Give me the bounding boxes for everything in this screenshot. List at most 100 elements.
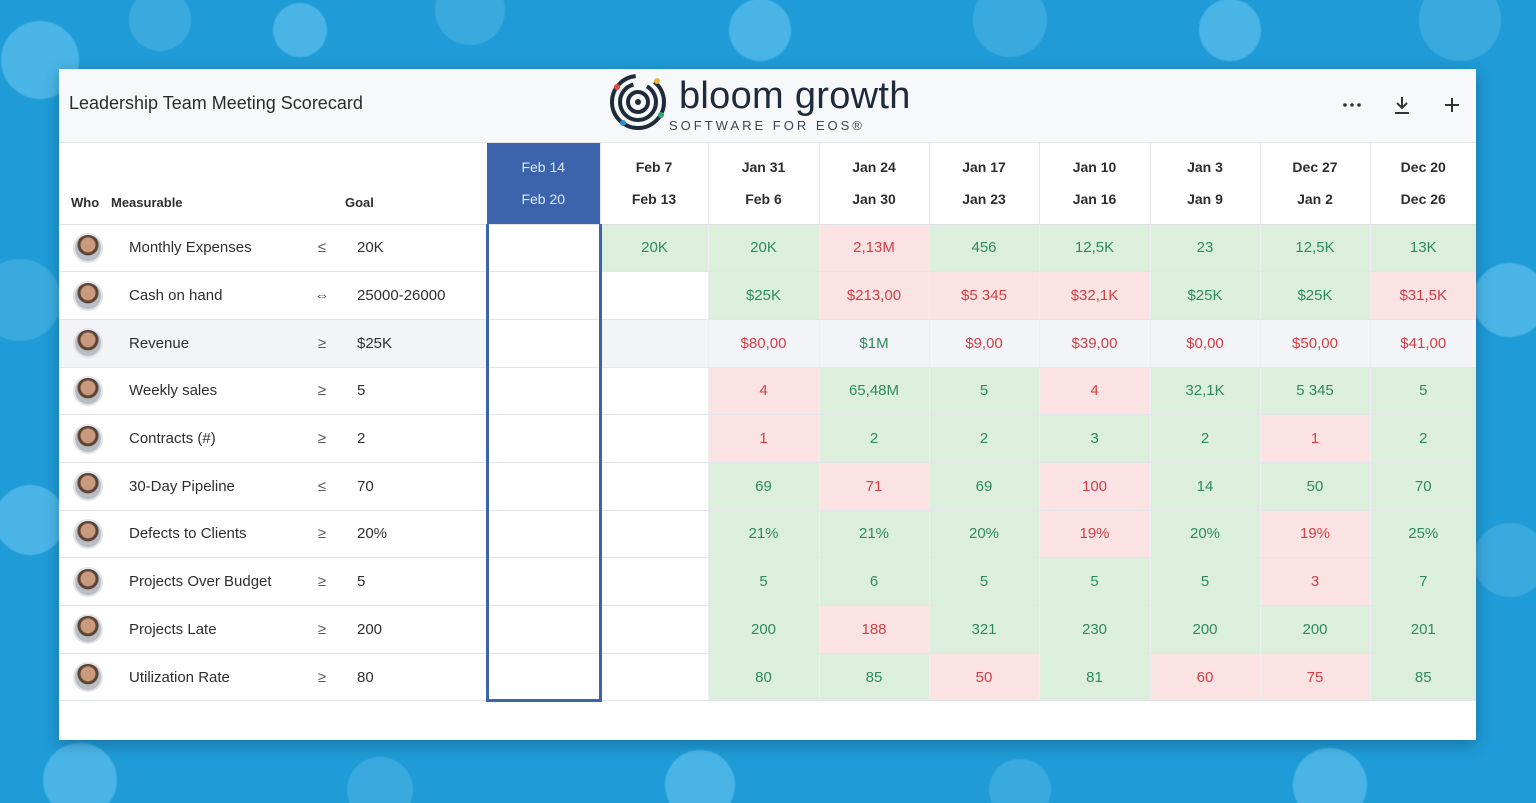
download-button[interactable] xyxy=(1386,91,1418,119)
score-cell[interactable]: 1 xyxy=(1259,414,1370,463)
score-cell[interactable]: 50 xyxy=(928,653,1039,702)
score-cell[interactable]: 201 xyxy=(1369,605,1476,654)
score-cell-current-week[interactable] xyxy=(485,271,602,320)
score-cell[interactable]: 3 xyxy=(1259,557,1370,606)
score-cell[interactable]: 70 xyxy=(1369,462,1476,511)
score-cell[interactable]: 85 xyxy=(1369,653,1476,702)
score-cell[interactable]: 100 xyxy=(1038,462,1150,511)
owner-avatar[interactable] xyxy=(73,614,103,645)
owner-avatar[interactable] xyxy=(73,662,103,693)
owner-avatar[interactable] xyxy=(73,423,103,454)
measurable-row[interactable]: 30-Day Pipeline ≤70 69 71 69 100 14 50 70 xyxy=(59,462,1476,511)
score-cell[interactable]: 2 xyxy=(1369,414,1476,463)
score-cell[interactable]: 4 xyxy=(1038,367,1150,416)
score-cell[interactable]: 7 xyxy=(1369,557,1476,606)
score-cell[interactable]: 5 xyxy=(1149,557,1260,606)
owner-cell[interactable] xyxy=(59,367,111,416)
score-cell[interactable]: 5 xyxy=(707,557,819,606)
score-cell[interactable]: 456 xyxy=(928,224,1039,273)
score-cell[interactable]: 23 xyxy=(1149,224,1260,273)
score-cell[interactable]: 19% xyxy=(1038,510,1150,559)
score-cell[interactable] xyxy=(599,653,708,702)
score-cell[interactable]: 2 xyxy=(928,414,1039,463)
measurable-name[interactable]: Contracts (#) xyxy=(111,414,299,463)
score-cell[interactable] xyxy=(599,605,708,654)
goal-value[interactable]: 5 xyxy=(345,557,487,606)
week-header[interactable]: Feb 7 Feb 13 xyxy=(599,143,708,225)
goal-value[interactable]: 70 xyxy=(345,462,487,511)
score-cell[interactable]: 5 xyxy=(1369,367,1476,416)
score-cell[interactable]: 2 xyxy=(1149,414,1260,463)
measurable-name[interactable]: Weekly sales xyxy=(111,367,299,416)
measurable-name[interactable]: Cash on hand xyxy=(111,271,299,320)
score-cell[interactable] xyxy=(599,462,708,511)
score-cell[interactable]: 230 xyxy=(1038,605,1150,654)
score-cell[interactable]: $25K xyxy=(707,271,819,320)
goal-value[interactable]: 200 xyxy=(345,605,487,654)
score-cell[interactable]: 20% xyxy=(928,510,1039,559)
score-cell[interactable] xyxy=(599,271,708,320)
owner-avatar[interactable] xyxy=(73,566,103,597)
score-cell[interactable]: $41,00 xyxy=(1369,319,1476,368)
score-cell[interactable] xyxy=(599,319,708,368)
score-cell[interactable]: $0,00 xyxy=(1149,319,1260,368)
score-cell[interactable] xyxy=(599,367,708,416)
score-cell[interactable]: 85 xyxy=(818,653,929,702)
measurable-row[interactable]: Revenue ≥ $25K $80,00 $1M $9,00 $39,00 $0,00 $50… xyxy=(59,319,1476,368)
measurable-name[interactable]: Projects Late xyxy=(111,605,299,654)
week-header[interactable]: Jan 10 Jan 16 xyxy=(1038,143,1150,225)
score-cell[interactable]: 19% xyxy=(1259,510,1370,559)
score-cell[interactable]: 4 xyxy=(707,367,819,416)
score-cell[interactable]: 50 xyxy=(1259,462,1370,511)
score-cell[interactable]: 2,13M xyxy=(818,224,929,273)
owner-cell[interactable] xyxy=(59,319,111,368)
score-cell[interactable]: 188 xyxy=(818,605,929,654)
owner-cell[interactable] xyxy=(59,224,111,273)
score-cell-current-week[interactable] xyxy=(485,653,602,703)
measurable-row[interactable]: Monthly Expenses ≤20K 20K 20K 2,13M 456 12,5K 2… xyxy=(59,224,1476,273)
owner-cell[interactable] xyxy=(59,510,111,559)
measurable-row[interactable]: Cash on hand ⇔ 25000-26000 $25K $213,00 $5 34… xyxy=(59,271,1476,320)
owner-cell[interactable] xyxy=(59,653,111,702)
score-cell[interactable]: 321 xyxy=(928,605,1039,654)
score-cell[interactable]: $5 345 xyxy=(928,271,1039,320)
score-cell-current-week[interactable] xyxy=(485,557,602,606)
owner-avatar[interactable] xyxy=(73,232,103,263)
score-cell[interactable]: 6 xyxy=(818,557,929,606)
owner-cell[interactable] xyxy=(59,557,111,606)
score-cell[interactable]: $50,00 xyxy=(1259,319,1370,368)
measurable-name[interactable]: Utilization Rate xyxy=(111,653,299,702)
owner-avatar[interactable] xyxy=(73,518,103,549)
score-cell[interactable]: $31,5K xyxy=(1369,271,1476,320)
measurable-name[interactable]: Projects Over Budget xyxy=(111,557,299,606)
score-cell[interactable]: 200 xyxy=(1259,605,1370,654)
goal-value[interactable]: 20K xyxy=(345,224,487,273)
owner-cell[interactable] xyxy=(59,414,111,463)
score-cell[interactable]: $32,1K xyxy=(1038,271,1150,320)
measurable-name[interactable]: Monthly Expenses xyxy=(111,224,299,273)
goal-value[interactable]: 80 xyxy=(345,653,487,702)
owner-avatar[interactable] xyxy=(73,328,103,359)
owner-avatar[interactable] xyxy=(73,375,103,406)
week-header[interactable]: Jan 3 Jan 9 xyxy=(1149,143,1260,225)
score-cell[interactable]: 32,1K xyxy=(1149,367,1260,416)
score-cell[interactable]: 69 xyxy=(928,462,1039,511)
score-cell[interactable]: 81 xyxy=(1038,653,1150,702)
score-cell[interactable]: $213,00 xyxy=(818,271,929,320)
score-cell[interactable] xyxy=(599,557,708,606)
score-cell[interactable]: 200 xyxy=(1149,605,1260,654)
owner-avatar[interactable] xyxy=(73,471,103,502)
score-cell[interactable]: 13K xyxy=(1369,224,1476,273)
score-cell[interactable]: 65,48M xyxy=(818,367,929,416)
measurable-name[interactable]: Defects to Clients xyxy=(111,510,299,559)
score-cell[interactable]: 12,5K xyxy=(1259,224,1370,273)
score-cell-current-week[interactable] xyxy=(485,319,602,368)
week-header[interactable]: Jan 24 Jan 30 xyxy=(818,143,929,225)
goal-value[interactable]: 2 xyxy=(345,414,487,463)
measurable-name[interactable]: Revenue xyxy=(111,319,299,368)
score-cell[interactable]: 21% xyxy=(707,510,819,559)
score-cell[interactable] xyxy=(599,510,708,559)
measurable-row[interactable]: Defects to Clients ≥20% 21% 21% 20% 19% 20% 19%… xyxy=(59,510,1476,559)
measurable-row[interactable]: Contracts (#) ≥2 1 2 2 3 2 1 2 xyxy=(59,414,1476,463)
score-cell-current-week[interactable] xyxy=(485,367,602,416)
